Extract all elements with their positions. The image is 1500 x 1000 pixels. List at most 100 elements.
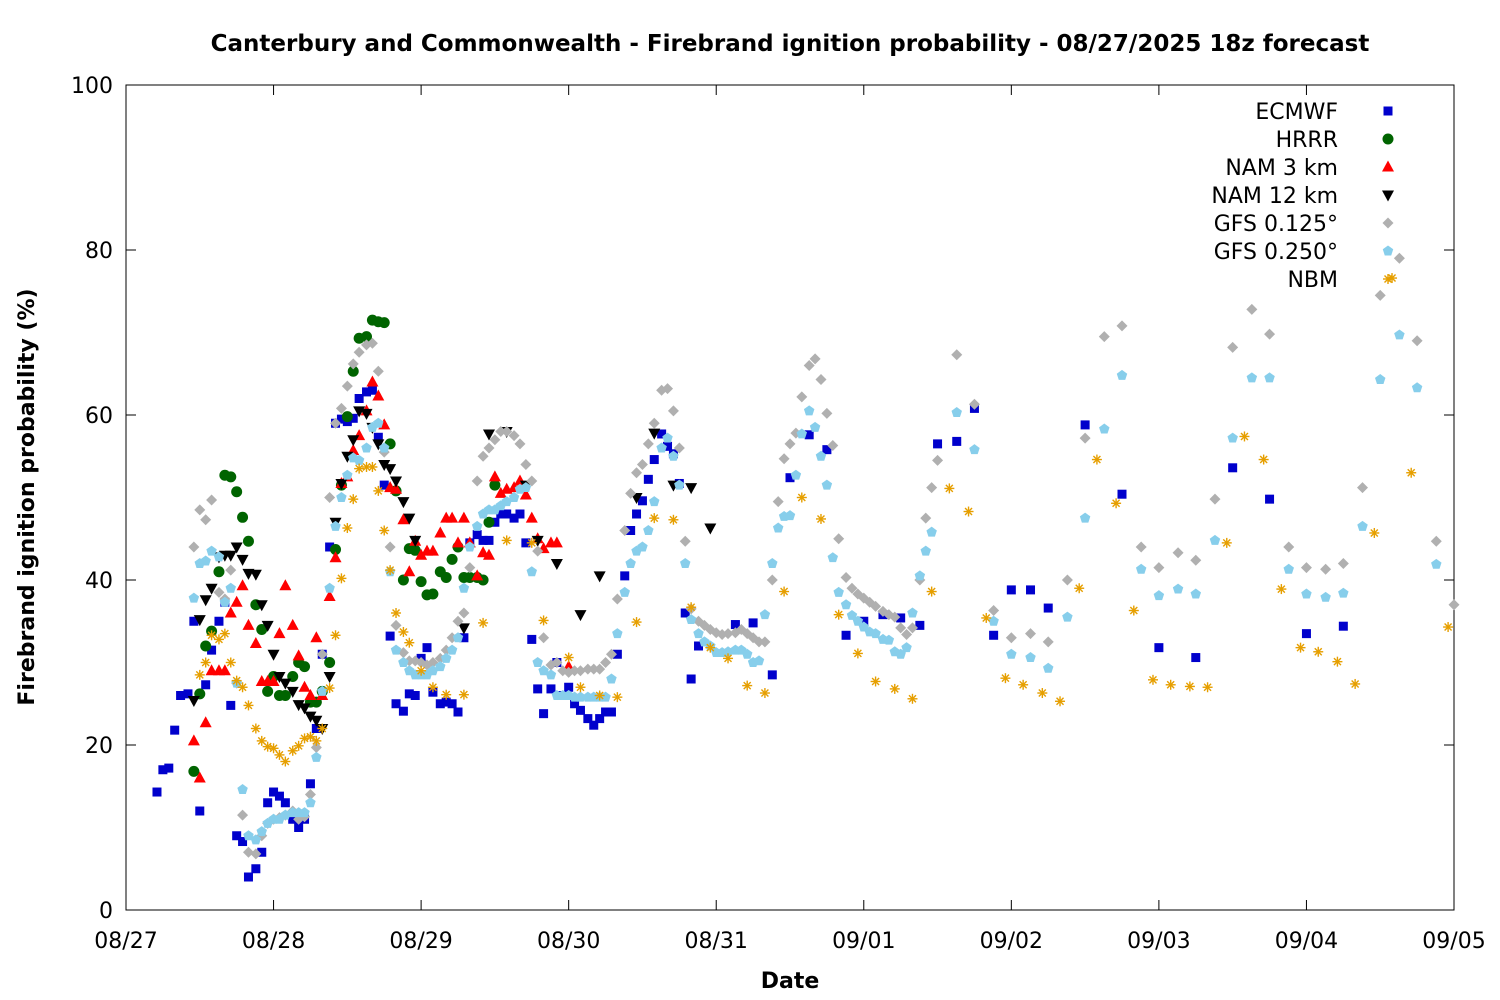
data-point-gfs-0-125 — [1374, 289, 1386, 301]
data-point-ecmwf — [263, 798, 273, 808]
data-point-gfs-0-125 — [988, 605, 1000, 617]
data-point-ecmwf — [362, 387, 372, 397]
data-point-nbm — [1055, 696, 1066, 707]
data-point-nam-3-km — [415, 548, 428, 560]
data-point-nbm — [526, 537, 537, 548]
data-point-gfs-0-125 — [1042, 636, 1054, 648]
data-point-gfs-0-125 — [889, 611, 901, 623]
data-point-nam-12-km — [255, 600, 268, 612]
data-point-gfs-0-250 — [1135, 563, 1147, 574]
data-point-gfs-0-250 — [324, 582, 335, 593]
data-point-nam-12-km — [193, 615, 206, 627]
data-point-gfs-0-250 — [1153, 590, 1165, 601]
legend-label-nam-12-km: NAM 12 km — [1211, 184, 1338, 209]
data-point-gfs-0-250 — [1227, 432, 1238, 443]
data-point-nam-12-km — [187, 695, 200, 707]
data-point-hrrr — [262, 685, 274, 697]
data-point-gfs-0-125 — [538, 632, 550, 644]
data-point-nbm — [225, 657, 236, 668]
data-point-hrrr — [324, 657, 336, 668]
data-point-ecmwf — [478, 535, 488, 545]
data-point-ecmwf — [1154, 643, 1164, 653]
data-point-nbm — [305, 731, 316, 742]
data-point-gfs-0-125 — [772, 496, 784, 508]
data-point-ecmwf — [989, 630, 999, 640]
data-point-gfs-0-250 — [575, 691, 586, 702]
data-point-ecmwf — [325, 542, 335, 552]
data-point-nam-3-km — [434, 526, 447, 538]
data-point-ecmwf — [1265, 494, 1275, 504]
data-point-nam-12-km — [298, 703, 311, 715]
data-point-nbm — [237, 682, 248, 693]
data-point-nbm — [213, 634, 224, 645]
data-point-nam-12-km — [704, 523, 717, 535]
data-point-gfs-0-250 — [637, 541, 648, 552]
series-nam-3-km — [187, 375, 575, 783]
data-point-gfs-0-250 — [883, 634, 895, 645]
data-point-gfs-0-250 — [464, 541, 476, 552]
data-point-nam-12-km — [409, 535, 422, 547]
data-point-gfs-0-125 — [452, 615, 464, 627]
data-point-gfs-0-250 — [1116, 369, 1128, 380]
data-point-nam-3-km — [304, 689, 317, 700]
data-point-nbm — [1221, 537, 1232, 548]
data-point-ecmwf — [643, 474, 653, 484]
data-point-nam-12-km — [531, 535, 544, 547]
data-point-ecmwf — [570, 699, 580, 709]
data-point-nam-3-km — [366, 375, 379, 387]
data-point-ecmwf — [785, 473, 795, 483]
data-point-gfs-0-250 — [330, 520, 341, 531]
data-point-ecmwf — [385, 631, 395, 641]
data-point-gfs-0-250 — [759, 609, 771, 620]
data-point-ecmwf — [490, 517, 500, 527]
legend-label-ecmwf: ECMWF — [1255, 100, 1338, 125]
data-point-gfs-0-125 — [1448, 599, 1460, 611]
data-point-nam-12-km — [372, 439, 385, 451]
data-point-gfs-0-250 — [305, 797, 316, 808]
data-point-gfs-0-250 — [870, 628, 881, 639]
data-point-nam-12-km — [273, 672, 286, 684]
data-point-nam-3-km — [286, 618, 299, 630]
data-point-gfs-0-250 — [342, 469, 353, 480]
data-point-gfs-0-250 — [532, 657, 543, 667]
data-point-gfs-0-250 — [784, 510, 796, 521]
data-point-gfs-0-250 — [656, 442, 667, 453]
data-point-gfs-0-250 — [674, 479, 685, 490]
data-point-nam-3-km — [403, 565, 416, 577]
data-point-gfs-0-250 — [256, 826, 267, 837]
data-point-nbm — [317, 723, 328, 734]
data-point-nam-3-km — [249, 637, 262, 649]
data-point-gfs-0-250 — [398, 657, 409, 667]
data-point-gfs-0-250 — [1209, 534, 1221, 545]
data-point-gfs-0-125 — [1393, 252, 1405, 264]
data-point-nbm — [501, 535, 512, 546]
data-point-gfs-0-125 — [667, 405, 679, 417]
data-point-ecmwf — [527, 634, 537, 644]
data-point-nam-3-km — [279, 579, 292, 591]
data-point-gfs-0-125 — [611, 593, 623, 605]
x-tick-label: 08/28 — [242, 929, 305, 954]
data-point-nbm — [293, 740, 304, 751]
data-point-hrrr — [341, 411, 353, 423]
data-point-nam-3-km — [397, 513, 410, 525]
data-point-nam-12-km — [397, 497, 410, 509]
data-point-gfs-0-125 — [636, 459, 648, 470]
data-point-ecmwf — [348, 413, 358, 423]
data-point-gfs-0-125 — [833, 533, 845, 545]
data-point-ecmwf — [201, 680, 211, 690]
data-point-ecmwf — [1006, 585, 1016, 595]
data-point-hrrr — [446, 553, 458, 565]
data-point-gfs-0-125 — [569, 665, 581, 677]
plot-area: 0 20 40 60 80 100 08/27 08/28 08/29 08/30 08/31 09… — [71, 74, 1486, 954]
data-point-gfs-0-250 — [435, 661, 446, 672]
plot-frame — [125, 84, 1455, 911]
data-point-gfs-0-125 — [347, 358, 359, 370]
data-point-nam-12-km — [347, 435, 360, 447]
data-point-ecmwf — [1080, 420, 1090, 430]
data-point-nam-3-km — [488, 470, 501, 482]
data-point-gfs-0-125 — [335, 402, 347, 414]
data-point-ecmwf — [859, 616, 869, 626]
data-point-gfs-0-125 — [310, 741, 322, 753]
data-point-gfs-0-250 — [767, 558, 778, 568]
data-point-hrrr — [200, 640, 212, 652]
